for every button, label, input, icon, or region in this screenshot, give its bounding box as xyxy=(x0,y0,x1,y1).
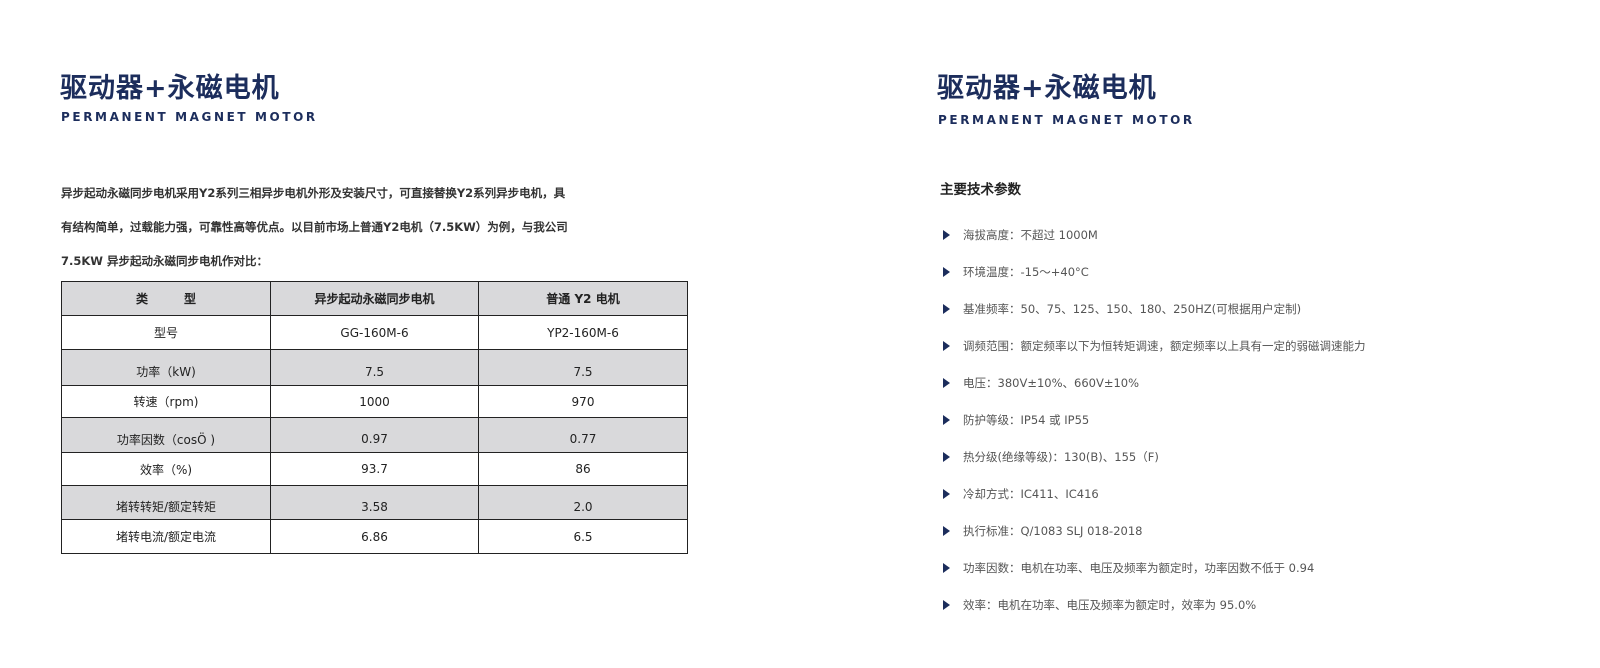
table-cell: 0.77 xyxy=(478,417,688,453)
spec-item-text: 效率：电机在功率、电压及频率为额定时，效率为 95.0% xyxy=(963,597,1257,612)
table-cell: 1000 xyxy=(270,385,479,418)
right-title: 驱动器+永磁电机 xyxy=(937,73,1157,104)
table-row: 堵转转矩/额定转矩 3.58 2.0 xyxy=(61,485,688,520)
table-cell: 93.7 xyxy=(270,452,479,486)
spec-item-text: 热分级(绝缘等级)：130(B)、155（F) xyxy=(963,449,1159,464)
table-cell: 型号 xyxy=(61,315,271,350)
triangle-bullet-icon xyxy=(943,414,950,425)
table-cell: GG-160M-6 xyxy=(270,315,479,350)
spec-heading: 主要技术参数 xyxy=(940,182,1021,198)
spec-item: 防护等级：IP54 或 IP55 xyxy=(941,401,1366,438)
spec-item-text: 防护等级：IP54 或 IP55 xyxy=(963,412,1090,427)
intro-paragraph: 异步起动永磁同步电机采用Y2系列三相异步电机外形及安装尺寸，可直接替换Y2系列异… xyxy=(61,176,651,278)
spec-item: 功率因数：电机在功率、电压及频率为额定时，功率因数不低于 0.94 xyxy=(941,549,1366,586)
triangle-bullet-icon xyxy=(943,451,950,462)
table-row: 功率（kW) 7.5 7.5 xyxy=(61,349,688,386)
spec-item: 基准频率：50、75、125、150、180、250HZ(可根据用户定制) xyxy=(941,290,1366,327)
left-subtitle: PERMANENT MAGNET MOTOR xyxy=(61,110,318,124)
spec-item-text: 环境温度：-15～+40°C xyxy=(963,264,1089,279)
left-title: 驱动器+永磁电机 xyxy=(60,73,280,104)
triangle-bullet-icon xyxy=(943,562,950,573)
table-cell: 6.86 xyxy=(270,519,479,554)
triangle-bullet-icon xyxy=(943,377,950,388)
spec-item: 电压：380V±10%、660V±10% xyxy=(941,364,1366,401)
spec-item: 海拔高度：不超过 1000M xyxy=(941,216,1366,253)
spec-list: 海拔高度：不超过 1000M 环境温度：-15～+40°C 基准频率：50、75、1… xyxy=(941,216,1366,623)
table-cell: 86 xyxy=(478,452,688,486)
table-cell: 2.0 xyxy=(478,485,688,520)
table-cell: 功率因数（cosÖ ) xyxy=(61,417,271,453)
intro-line: 有结构简单，过载能力强，可靠性高等优点。以目前市场上普通Y2电机（7.5KW）为… xyxy=(61,220,568,234)
table-cell: 7.5 xyxy=(478,349,688,386)
triangle-bullet-icon xyxy=(943,340,950,351)
spec-item: 热分级(绝缘等级)：130(B)、155（F) xyxy=(941,438,1366,475)
table-cell: 转速（rpm) xyxy=(61,385,271,418)
intro-line: 7.5KW 异步起动永磁同步电机作对比： xyxy=(61,254,268,268)
table-cell: 970 xyxy=(478,385,688,418)
triangle-bullet-icon xyxy=(943,229,950,240)
spec-item-text: 海拔高度：不超过 1000M xyxy=(963,227,1098,242)
spec-item: 执行标准：Q/1083 SLJ 018-2018 xyxy=(941,512,1366,549)
spec-item-text: 冷却方式：IC411、IC416 xyxy=(963,486,1099,501)
table-row: 转速（rpm) 1000 970 xyxy=(61,385,688,418)
header-cell: 类 型 xyxy=(61,281,271,316)
table-header-row: 类 型 异步起动永磁同步电机 普通 Y2 电机 xyxy=(61,281,688,316)
spec-item-text: 执行标准：Q/1083 SLJ 018-2018 xyxy=(963,523,1143,538)
right-subtitle: PERMANENT MAGNET MOTOR xyxy=(938,113,1195,127)
header-cell: 普通 Y2 电机 xyxy=(478,281,688,316)
table-cell: 效率（%) xyxy=(61,452,271,486)
spec-item: 效率：电机在功率、电压及频率为额定时，效率为 95.0% xyxy=(941,586,1366,623)
table-row: 功率因数（cosÖ ) 0.97 0.77 xyxy=(61,417,688,453)
triangle-bullet-icon xyxy=(943,303,950,314)
spec-item: 环境温度：-15～+40°C xyxy=(941,253,1366,290)
table-cell: 堵转转矩/额定转矩 xyxy=(61,485,271,520)
spec-item-text: 功率因数：电机在功率、电压及频率为额定时，功率因数不低于 0.94 xyxy=(963,560,1315,575)
triangle-bullet-icon xyxy=(943,266,950,277)
table-row: 型号 GG-160M-6 YP2-160M-6 xyxy=(61,315,688,350)
triangle-bullet-icon xyxy=(943,488,950,499)
spec-item: 调频范围：额定频率以下为恒转矩调速，额定频率以上具有一定的弱磁调速能力 xyxy=(941,327,1366,364)
table-row: 堵转电流/额定电流 6.86 6.5 xyxy=(61,519,688,554)
spec-item-text: 调频范围：额定频率以下为恒转矩调速，额定频率以上具有一定的弱磁调速能力 xyxy=(963,338,1366,353)
table-row: 效率（%) 93.7 86 xyxy=(61,452,688,486)
header-cell: 异步起动永磁同步电机 xyxy=(270,281,479,316)
spec-item-text: 电压：380V±10%、660V±10% xyxy=(963,375,1140,390)
table-cell: 6.5 xyxy=(478,519,688,554)
table-cell: YP2-160M-6 xyxy=(478,315,688,350)
triangle-bullet-icon xyxy=(943,599,950,610)
spec-item-text: 基准频率：50、75、125、150、180、250HZ(可根据用户定制) xyxy=(963,301,1302,316)
table-cell: 堵转电流/额定电流 xyxy=(61,519,271,554)
table-cell: 0.97 xyxy=(270,417,479,453)
spec-item: 冷却方式：IC411、IC416 xyxy=(941,475,1366,512)
table-cell: 功率（kW) xyxy=(61,349,271,386)
comparison-table: 类 型 异步起动永磁同步电机 普通 Y2 电机 型号 GG-160M-6 YP2-1… xyxy=(61,281,688,554)
table-cell: 3.58 xyxy=(270,485,479,520)
table-cell: 7.5 xyxy=(270,349,479,386)
intro-line: 异步起动永磁同步电机采用Y2系列三相异步电机外形及安装尺寸，可直接替换Y2系列异… xyxy=(61,186,566,200)
triangle-bullet-icon xyxy=(943,525,950,536)
